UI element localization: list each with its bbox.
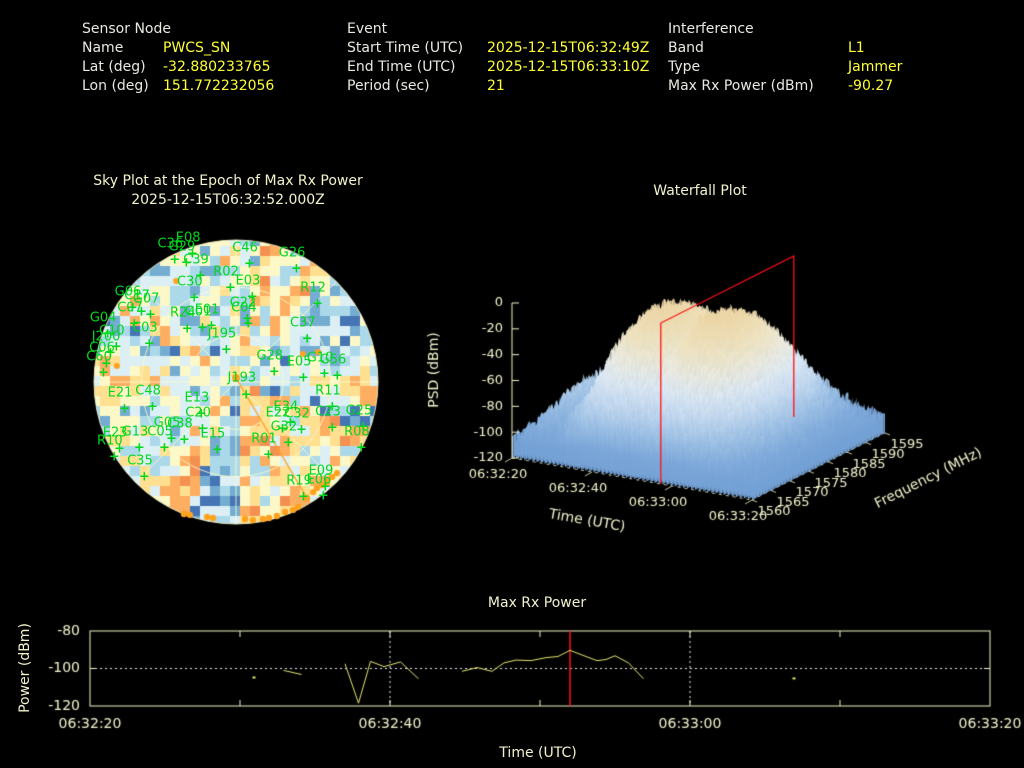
event-start-label: Start Time (UTC) (347, 40, 464, 56)
event-period-row: Period (sec) 21 (347, 77, 649, 96)
sky-plot-title-line1: Sky Plot at the Epoch of Max Rx Power (93, 173, 363, 189)
sensor-lat-label: Lat (deg) (82, 59, 146, 75)
interference-type-label: Type (668, 59, 701, 75)
sensor-lon-value: 151.772232056 (163, 78, 275, 94)
interference-band-label: Band (668, 40, 704, 56)
interference-power-value: -90.27 (848, 78, 894, 94)
event-title: Event (347, 21, 388, 37)
sensor-lon-row: Lon (deg) 151.772232056 (82, 77, 274, 96)
interference-band-value: L1 (848, 40, 865, 56)
event-start-row: Start Time (UTC) 2025-12-15T06:32:49Z (347, 39, 649, 58)
event-period-label: Period (sec) (347, 78, 430, 94)
interference-power-label: Max Rx Power (dBm) (668, 78, 814, 94)
sensor-name-row: Name PWCS_SN (82, 39, 274, 58)
power-chart-canvas (10, 588, 1024, 758)
waterfall-canvas (410, 165, 1024, 560)
interference-type-value: Jammer (848, 59, 903, 75)
power-chart-xlabel: Time (UTC) (499, 745, 577, 761)
sensor-lon-label: Lon (deg) (82, 78, 149, 94)
event-panel: Event Start Time (UTC) 2025-12-15T06:32:… (347, 20, 649, 96)
interference-band-row: Band L1 (668, 39, 902, 58)
sensor-name-value: PWCS_SN (163, 40, 231, 56)
event-end-label: End Time (UTC) (347, 59, 456, 75)
event-end-value: 2025-12-15T06:33:10Z (487, 59, 650, 75)
sensor-node-panel: Sensor Node Name PWCS_SN Lat (deg) -32.8… (82, 20, 274, 96)
event-end-row: End Time (UTC) 2025-12-15T06:33:10Z (347, 58, 649, 77)
sensor-name-label: Name (82, 40, 124, 56)
event-period-value: 21 (487, 78, 505, 94)
sensor-lat-value: -32.880233765 (163, 59, 271, 75)
sky-plot-title: Sky Plot at the Epoch of Max Rx Power 20… (93, 172, 362, 210)
interference-power-row: Max Rx Power (dBm) -90.27 (668, 77, 902, 96)
interference-title: Interference (668, 21, 754, 37)
sky-plot-canvas (90, 236, 382, 528)
interference-type-row: Type Jammer (668, 58, 902, 77)
sky-plot-title-epoch: 2025-12-15T06:32:52.000Z (131, 192, 325, 208)
event-start-value: 2025-12-15T06:32:49Z (487, 40, 650, 56)
sensor-lat-row: Lat (deg) -32.880233765 (82, 58, 274, 77)
interference-panel: Interference Band L1 Type Jammer Max Rx … (668, 20, 902, 96)
sensor-node-title: Sensor Node (82, 21, 171, 37)
